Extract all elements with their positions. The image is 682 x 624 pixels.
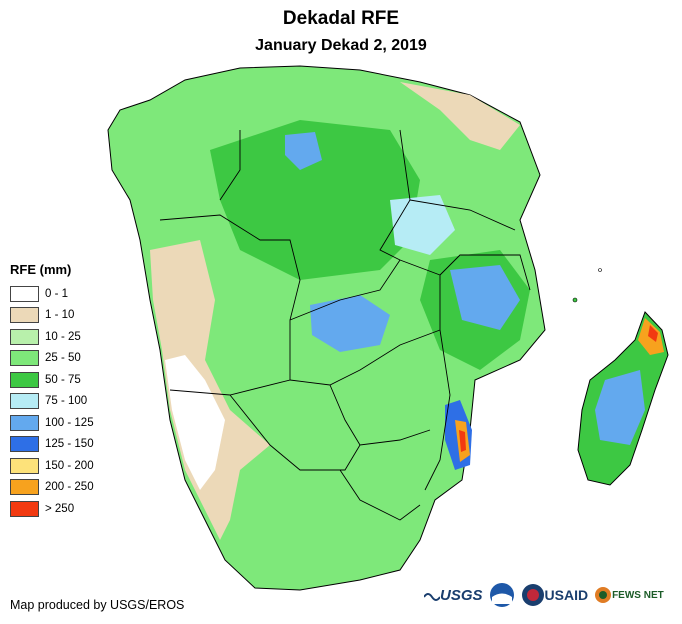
- heavy-rain-zambia: [310, 295, 390, 352]
- legend-label: 150 - 200: [45, 459, 94, 472]
- legend-items: 0 - 1 1 - 10 10 - 25 25 - 50 50 - 75 75 - 100…: [10, 283, 94, 520]
- legend-swatch: [10, 371, 39, 388]
- legend-row: 125 - 150: [10, 434, 94, 456]
- legend-swatch: [10, 479, 39, 496]
- map-title: Dekadal RFE: [282, 8, 400, 29]
- fews-globe-icon: [595, 587, 612, 603]
- legend-label: 10 - 25: [45, 330, 81, 343]
- legend-label: 100 - 125: [45, 416, 94, 429]
- legend-row: 50 - 75: [10, 369, 94, 391]
- legend-swatch: [10, 285, 39, 302]
- legend-swatch: [10, 500, 39, 517]
- usgs-logo: USGS: [424, 587, 483, 604]
- heavy-rain-drc: [285, 132, 322, 170]
- dry-region-horn: [400, 82, 520, 150]
- legend-title: RFE (mm): [10, 262, 72, 277]
- legend-row: > 250: [10, 498, 94, 520]
- extreme-rain-core: [459, 430, 466, 452]
- legend-row: 75 - 100: [10, 391, 94, 413]
- legend-label: 50 - 75: [45, 373, 81, 386]
- credit-text: Map produced by USGS/EROS: [10, 598, 185, 612]
- legend-swatch: [10, 414, 39, 431]
- usgs-wave-icon: [424, 593, 440, 601]
- map-subtitle: January Dekad 2, 2019: [255, 37, 427, 54]
- legend: RFE (mm) 0 - 1 1 - 10 10 - 25 25 - 50 50 - 7…: [10, 262, 94, 520]
- fews-logo-text: FEWS NET: [612, 589, 664, 601]
- island-seychelles: [598, 268, 602, 272]
- usaid-logo: USAID: [521, 583, 589, 607]
- legend-row: 200 - 250: [10, 477, 94, 499]
- legend-swatch: [10, 307, 39, 324]
- legend-label: 125 - 150: [45, 438, 94, 451]
- madagascar-heavy-rain: [595, 370, 645, 445]
- usaid-seal-icon: [521, 584, 544, 606]
- legend-swatch: [10, 328, 39, 345]
- usaid-logo-text: USAID: [544, 587, 589, 603]
- usgs-logo-text: USGS: [440, 586, 483, 604]
- legend-label: 25 - 50: [45, 352, 81, 365]
- legend-label: > 250: [45, 502, 75, 515]
- legend-swatch: [10, 457, 39, 474]
- fews-logo: FEWS NET: [594, 586, 664, 604]
- noaa-emblem-icon: [489, 583, 514, 607]
- country-borders: [159, 129, 531, 521]
- legend-label: 75 - 100: [45, 395, 88, 408]
- legend-swatch: [10, 436, 39, 453]
- noaa-logo: [489, 582, 515, 608]
- heavy-rain-tanzania: [390, 195, 455, 255]
- legend-label: 0 - 1: [45, 287, 69, 300]
- legend-row: 1 - 10: [10, 305, 94, 327]
- legend-label: 1 - 10: [45, 309, 75, 322]
- legend-row: 10 - 25: [10, 326, 94, 348]
- legend-row: 25 - 50: [10, 348, 94, 370]
- heavy-rain-malawi: [450, 265, 520, 330]
- legend-swatch: [10, 393, 39, 410]
- madagascar-peak-rain: [648, 325, 658, 342]
- legend-row: 100 - 125: [10, 412, 94, 434]
- legend-row: 0 - 1: [10, 283, 94, 305]
- agency-logos: USGS USAID FEWS NET: [424, 582, 670, 608]
- legend-label: 200 - 250: [45, 481, 94, 494]
- island-comoros: [572, 297, 578, 303]
- legend-row: 150 - 200: [10, 455, 94, 477]
- dry-region-southwest: [165, 355, 225, 490]
- legend-swatch: [10, 350, 39, 367]
